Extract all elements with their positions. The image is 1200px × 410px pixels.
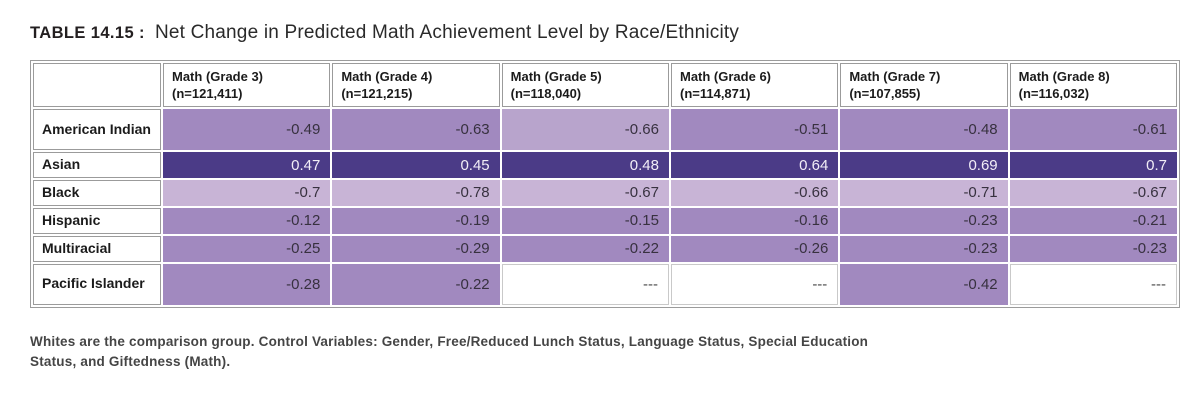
value-cell: -0.12: [163, 208, 331, 235]
value-cell: -0.48: [840, 109, 1008, 151]
value-cell: -0.23: [840, 208, 1008, 235]
value-cell: -0.29: [332, 236, 500, 262]
column-header: Math (Grade 7) (n=107,855): [840, 63, 1008, 108]
value-cell: -0.22: [501, 236, 669, 262]
corner-cell: [33, 63, 161, 108]
column-header-label: Math (Grade 3): [172, 69, 264, 84]
column-header-label: Math (Grade 6): [679, 69, 771, 84]
value-cell: -0.49: [163, 109, 331, 151]
value-cell: -0.66: [501, 109, 669, 151]
value-cell: ---: [670, 263, 839, 305]
value-cell: ---: [501, 263, 669, 305]
column-header-n: (n=116,032): [1018, 86, 1090, 102]
table-title: TABLE 14.15 : Net Change in Predicted Mat…: [30, 22, 1180, 44]
value-cell: -0.23: [840, 236, 1008, 262]
value-cell: -0.63: [332, 109, 500, 151]
value-cell: ---: [1009, 263, 1177, 305]
value-cell: -0.67: [501, 180, 669, 207]
value-cell: 0.45: [332, 152, 500, 179]
column-header-n: (n=121,215): [341, 86, 413, 102]
value-cell: -0.21: [1009, 208, 1177, 235]
table-header: Math (Grade 3) (n=121,411) Math (Grade 4) (…: [33, 63, 1177, 108]
table-body: American Indian -0.49 -0.63 -0.66 -0.51 -0.48…: [33, 109, 1177, 305]
value-cell: -0.22: [332, 263, 500, 305]
value-cell: 0.7: [1009, 152, 1177, 179]
value-cell: -0.66: [670, 180, 839, 207]
table-row: Multiracial -0.25 -0.29 -0.22 -0.26 -0.23 -0.2…: [33, 236, 1177, 262]
value-cell: -0.51: [670, 109, 839, 151]
value-cell: -0.61: [1009, 109, 1177, 151]
column-header-label: Math (Grade 4): [341, 69, 433, 84]
column-header-label: Math (Grade 7): [849, 69, 941, 84]
value-cell: -0.67: [1009, 180, 1177, 207]
value-cell: 0.47: [163, 152, 331, 179]
value-cell: -0.19: [332, 208, 500, 235]
value-cell: -0.71: [840, 180, 1008, 207]
footnote-line1: Whites are the comparison group. Control…: [30, 333, 869, 349]
column-header: Math (Grade 4) (n=121,215): [332, 63, 500, 108]
value-cell: 0.48: [501, 152, 669, 179]
value-cell: -0.15: [501, 208, 669, 235]
column-header-label: Math (Grade 5): [510, 69, 602, 84]
column-header: Math (Grade 5) (n=118,040): [501, 63, 669, 108]
value-cell: -0.26: [670, 236, 839, 262]
row-label: Pacific Islander: [33, 263, 161, 305]
value-cell: -0.28: [163, 263, 331, 305]
value-cell: -0.42: [840, 263, 1008, 305]
value-cell: 0.69: [840, 152, 1008, 179]
column-header-n: (n=121,411): [172, 86, 243, 102]
table-number: TABLE 14.15 :: [30, 24, 145, 42]
footnote-line2: Status, and Giftedness (Math).: [30, 354, 231, 370]
row-label: Hispanic: [33, 208, 161, 235]
table-row: Hispanic -0.12 -0.19 -0.15 -0.16 -0.23 -0.21: [33, 208, 1177, 235]
column-header-n: (n=114,871): [679, 86, 751, 102]
footnote: Whites are the comparison group. Control…: [30, 332, 1180, 373]
table-wrapper: Math (Grade 3) (n=121,411) Math (Grade 4) (…: [30, 60, 1180, 308]
table-row: Black -0.7 -0.78 -0.67 -0.66 -0.71 -0.67: [33, 180, 1177, 207]
table-row: Asian 0.47 0.45 0.48 0.64 0.69 0.7: [33, 152, 1177, 179]
table-row: American Indian -0.49 -0.63 -0.66 -0.51 -0.48…: [33, 109, 1177, 151]
value-cell: -0.16: [670, 208, 839, 235]
column-header-n: (n=118,040): [510, 86, 582, 102]
row-label: Black: [33, 180, 161, 207]
row-label: Multiracial: [33, 236, 161, 262]
value-cell: 0.64: [670, 152, 839, 179]
column-header: Math (Grade 6) (n=114,871): [670, 63, 839, 108]
value-cell: -0.78: [332, 180, 500, 207]
value-cell: -0.23: [1009, 236, 1177, 262]
table-caption: Net Change in Predicted Math Achievement…: [154, 22, 740, 43]
column-header-label: Math (Grade 8): [1018, 69, 1110, 84]
column-header-n: (n=107,855): [849, 86, 921, 102]
value-cell: -0.25: [163, 236, 331, 262]
column-header: Math (Grade 3) (n=121,411): [163, 63, 331, 108]
value-cell: -0.7: [163, 180, 331, 207]
data-table: Math (Grade 3) (n=121,411) Math (Grade 4) (…: [31, 61, 1179, 307]
row-label: American Indian: [33, 109, 161, 151]
row-label: Asian: [33, 152, 161, 179]
column-header: Math (Grade 8) (n=116,032): [1009, 63, 1177, 108]
table-row: Pacific Islander -0.28 -0.22 --- --- -0.42 ---: [33, 263, 1177, 305]
